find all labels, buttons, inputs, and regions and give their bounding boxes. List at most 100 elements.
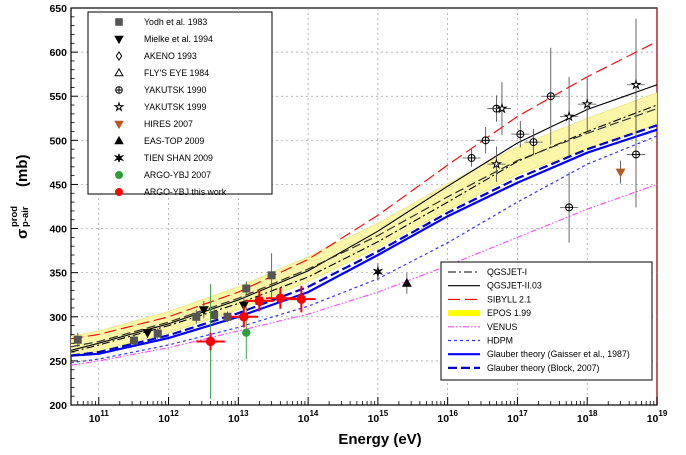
y-tick-label: 250 <box>49 356 67 368</box>
x-tick-label: 1018 <box>577 409 598 425</box>
legend-label: HDPM <box>487 336 513 346</box>
legend-label: AKENO 1993 <box>144 51 197 61</box>
legend-label: ARGO-YBJ 2007 <box>144 170 211 180</box>
data-point-marker <box>153 329 162 338</box>
legend-label: Mielke et al. 1994 <box>144 34 213 44</box>
data-point-marker <box>130 336 139 345</box>
legend-label: HIRES 2007 <box>144 119 193 129</box>
data-point-marker <box>210 311 219 320</box>
data-point-marker <box>73 335 82 344</box>
model-legend: QGSJET-I QGSJET-II.03 SIBYLL 2.1 EPOS 1.99 V… <box>440 261 653 381</box>
legend-label: Yodh et al. 1983 <box>144 17 207 27</box>
legend-label: YAKUTSK 1999 <box>144 102 207 112</box>
legend-label: EPOS 1.99 <box>487 308 531 318</box>
y-axis-sub: p-air <box>20 206 31 227</box>
legend-entry: EAS-TOP 2009 <box>114 135 204 146</box>
y-axis-title: σ prod p-air (mb) <box>9 155 31 240</box>
data-point-marker <box>581 98 593 109</box>
legend-entry: Glauber theory (Block, 2007) <box>448 363 600 373</box>
legend-entry: Yodh et al. 1983 <box>115 17 207 27</box>
data-point-marker <box>563 110 575 122</box>
data-point-marker <box>115 18 123 26</box>
data-point-marker <box>198 306 209 316</box>
y-tick-label: 400 <box>49 224 67 236</box>
data-point-marker <box>615 168 626 178</box>
y-tick-label: 450 <box>49 179 67 191</box>
data-point-marker <box>114 120 124 130</box>
data-point-marker <box>242 284 251 293</box>
data-point-marker <box>490 158 503 169</box>
legend-entry: YAKUTSK 1990 <box>115 85 207 95</box>
data-point-marker <box>496 102 508 114</box>
data-point-marker <box>275 293 286 303</box>
data-point-marker <box>114 35 124 45</box>
epos-band <box>71 92 657 357</box>
model-curve <box>71 108 657 348</box>
data-point-marker <box>239 312 249 322</box>
legend-entry: FLY'S EYE 1984 <box>114 67 209 78</box>
y-axis-sigma: σ <box>14 229 31 239</box>
legend-entry: Mielke et al. 1994 <box>114 34 213 45</box>
data-point-marker <box>296 294 307 304</box>
legend-entry: QGSJET-II.03 <box>448 281 542 291</box>
x-axis-title: Energy (eV) <box>338 431 421 448</box>
x-tick-label: 1016 <box>437 409 458 425</box>
x-tick-label: 1014 <box>298 409 319 425</box>
data-point-marker <box>254 296 265 306</box>
x-tick-label: 1012 <box>158 409 179 425</box>
data-point-marker <box>192 312 201 321</box>
axis-ticks: 200 250 300 350 400 450 500 550 600 650 1011 1012 10… <box>49 3 667 425</box>
legend-entry: VENUS <box>448 322 517 332</box>
legend-entry: HIRES 2007 <box>114 119 193 130</box>
legend-entry: TIEN SHAN 2009 <box>113 153 213 163</box>
legend-entry: QGSJET-I <box>448 267 527 277</box>
data-point-marker <box>142 329 153 338</box>
x-tick-label: 1015 <box>368 409 389 425</box>
data-point-marker <box>630 78 642 90</box>
x-tick-label: 1019 <box>647 409 668 425</box>
data-point-marker <box>113 153 125 163</box>
model-curve <box>71 104 657 353</box>
model-curve <box>71 183 657 366</box>
legend-label: EAS-TOP 2009 <box>144 136 204 146</box>
legend-entry: AKENO 1993 <box>115 50 197 62</box>
legend-entry: ARGO-YBJ this work <box>115 187 227 197</box>
data-point-marker <box>115 50 123 62</box>
legend-entry: ARGO-YBJ 2007 <box>115 170 211 180</box>
y-tick-label: 600 <box>49 47 67 59</box>
data-point-marker <box>267 271 276 280</box>
model-curve <box>71 124 657 357</box>
data-point-marker <box>113 101 125 112</box>
data-point-marker <box>205 336 216 347</box>
legend-entry: YAKUTSK 1999 <box>113 101 207 112</box>
x-tick-label: 1011 <box>89 409 110 425</box>
data-point-marker <box>115 188 123 196</box>
data-point-marker <box>372 265 384 279</box>
y-axis-sup: prod <box>9 206 20 227</box>
legend-entry: HDPM <box>448 336 513 346</box>
legend-swatch <box>448 310 480 317</box>
y-tick-label: 500 <box>49 135 67 147</box>
legend-label: QGSJET-II.03 <box>487 281 542 291</box>
data-point-marker <box>238 301 249 311</box>
legend-entry: SIBYLL 2.1 <box>448 294 531 304</box>
data-point-marker <box>114 135 124 145</box>
legend-label: FLY'S EYE 1984 <box>144 68 209 78</box>
legend-label: Glauber theory (Gaisser et al., 1987) <box>487 349 630 359</box>
legend-label: VENUS <box>487 322 517 332</box>
legend-label: QGSJET-I <box>487 267 527 277</box>
legend-label: TIEN SHAN 2009 <box>144 153 213 163</box>
legend-entry: Glauber theory (Gaisser et al., 1987) <box>448 349 630 359</box>
y-tick-label: 350 <box>49 268 67 280</box>
x-tick-label: 1013 <box>228 409 249 425</box>
y-tick-label: 550 <box>49 91 67 103</box>
y-tick-label: 300 <box>49 312 67 324</box>
data-point-marker <box>115 171 123 179</box>
y-tick-label: 200 <box>49 400 67 412</box>
data-legend: Yodh et al. 1983 Mielke et al. 1994 AKENO … <box>87 11 273 197</box>
data-point-marker <box>114 67 124 77</box>
model-curve <box>71 135 657 364</box>
model-curve <box>71 128 657 357</box>
data-point-marker <box>242 328 251 337</box>
